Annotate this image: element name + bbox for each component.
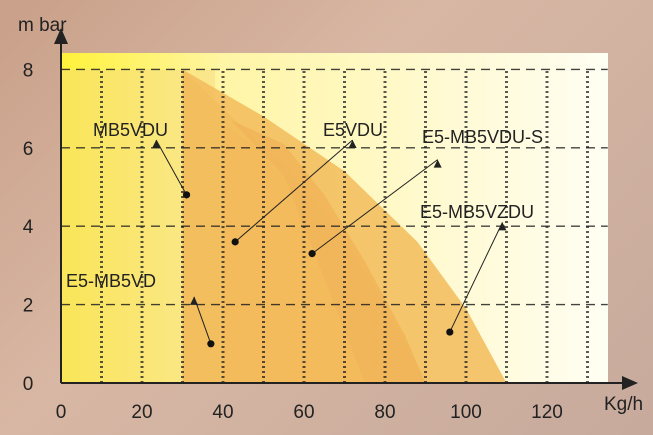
annotation-leader [311, 159, 438, 255]
annotation-dot [446, 328, 454, 336]
y-axis-arrow [54, 28, 68, 44]
x-tick-label: 80 [374, 402, 395, 423]
x-tick-label: 120 [531, 402, 563, 423]
x-tick-label: 60 [293, 402, 314, 423]
y-tick-label: 2 [23, 296, 34, 317]
x-tick-label: 40 [212, 402, 233, 423]
annotation-leader [449, 222, 503, 333]
annotation-label: E5-MB5VZDU [420, 202, 534, 222]
annotation-dot [207, 340, 215, 348]
annotation-arrow [348, 140, 357, 149]
annotation-leader [234, 139, 353, 243]
y-tick-label: 0 [23, 374, 34, 395]
x-tick-label: 100 [450, 402, 482, 423]
annotation-dot [308, 250, 316, 258]
x-axis-arrow [622, 376, 638, 390]
annotation-arrow [152, 140, 161, 149]
annotation-label: E5VDU [323, 120, 383, 140]
annotation-dot [182, 191, 191, 199]
grid [61, 68, 608, 383]
y-axis-label: m bar [18, 15, 67, 36]
y-tick-label: 8 [23, 60, 34, 81]
annotation-label: E5-MB5VDU-S [422, 127, 543, 147]
x-tick-label: 0 [56, 402, 67, 423]
x-tick-label: 20 [131, 402, 152, 423]
annotation-leader [155, 139, 187, 196]
annotation-dot [231, 238, 239, 246]
x-axis-label: Kg/h [604, 394, 643, 415]
y-tick-label: 6 [23, 139, 34, 160]
annotation-arrow [498, 222, 507, 231]
annotation-label: MB5VDU [93, 120, 168, 140]
annotation-arrow [190, 296, 198, 305]
y-tick-label: 4 [23, 217, 34, 238]
annotation-arrow [433, 159, 442, 168]
axes: 0 20 40 60 80 100 120 0 2 4 6 8 [23, 28, 638, 423]
annotations: MB5VDU E5VDU E5-MB5VDU-S E5-MB5VZDU E5-MB5VD [66, 120, 543, 348]
annotation-label: E5-MB5VD [66, 271, 156, 291]
